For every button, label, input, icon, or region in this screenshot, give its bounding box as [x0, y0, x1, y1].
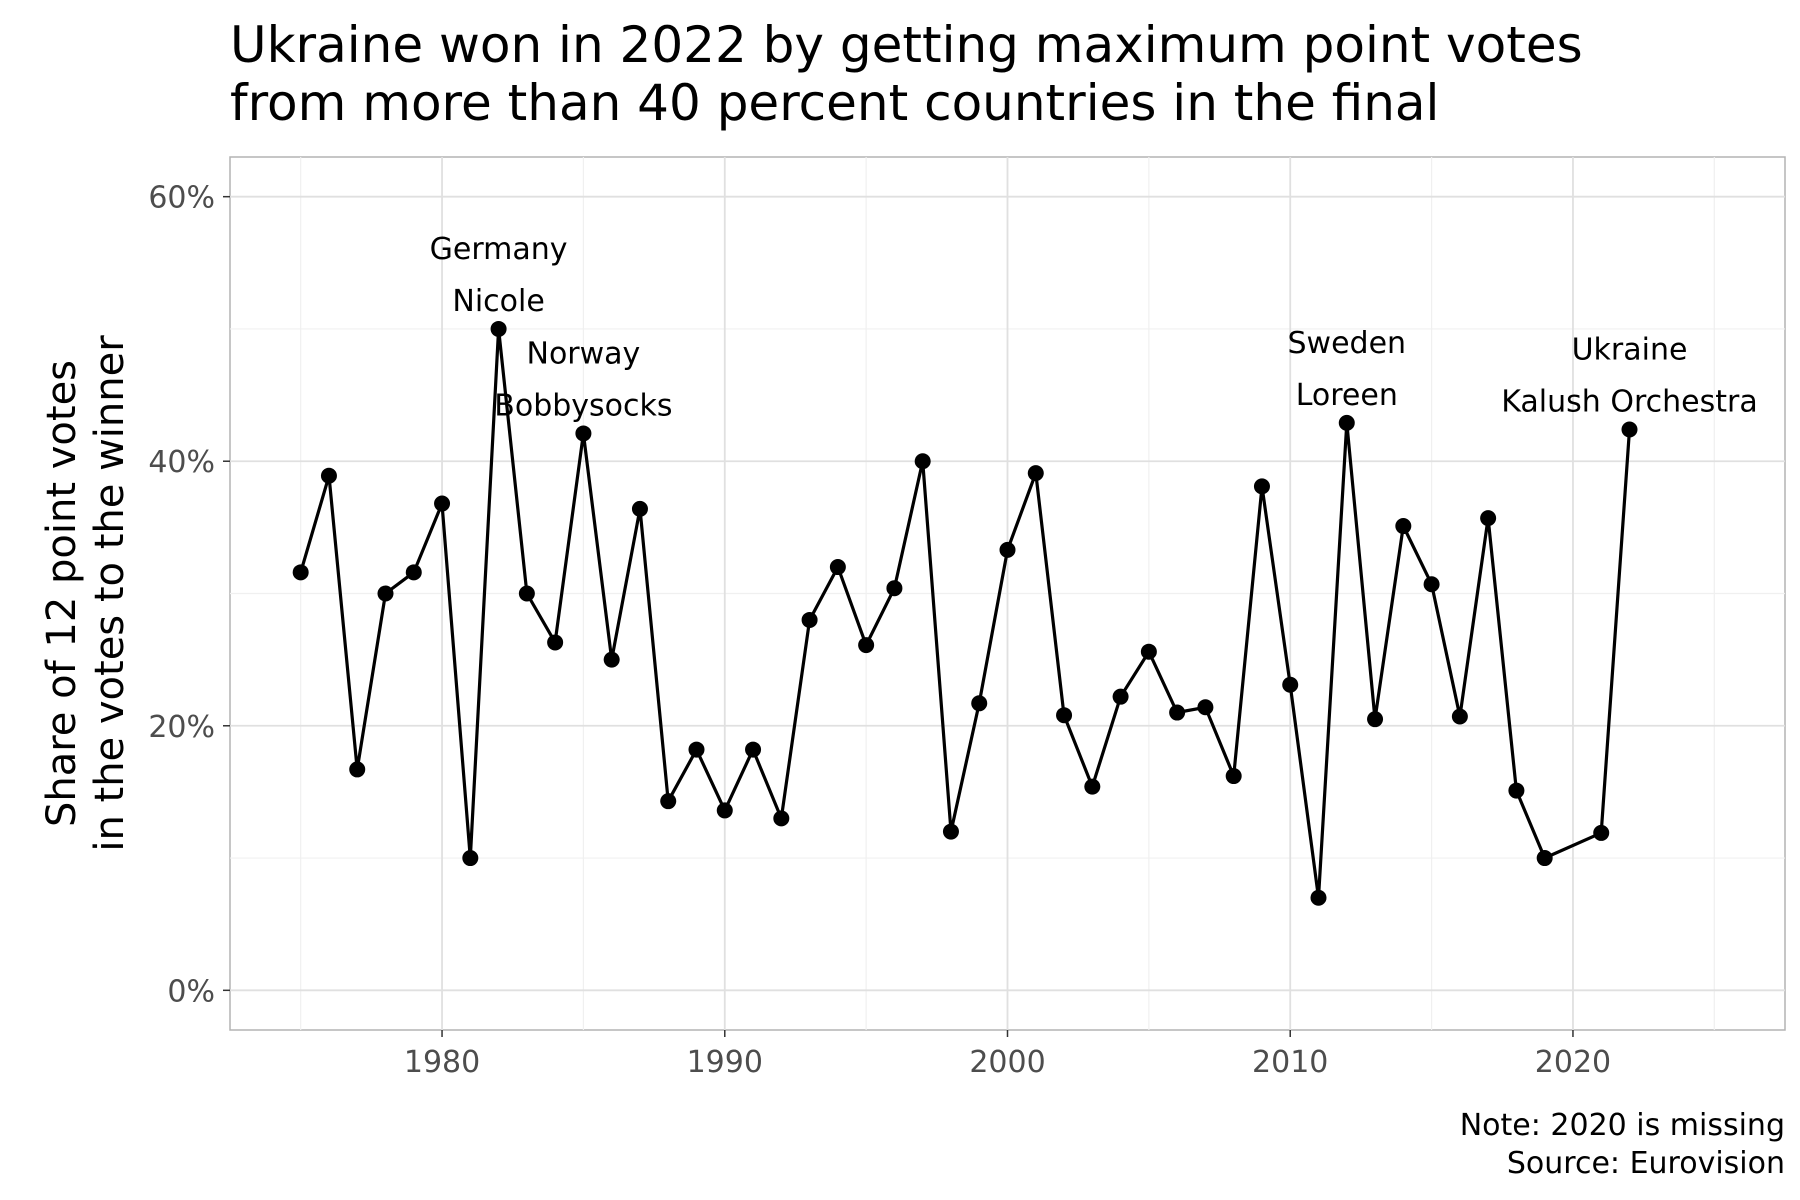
data-point	[1423, 576, 1440, 593]
annotation-label: Nicole	[452, 284, 544, 319]
y-axis-label: Share of 12 point votes in the votes to t…	[39, 335, 133, 852]
data-point	[575, 425, 592, 442]
chart-title-line: from more than 40 percent countries in t…	[230, 74, 1439, 132]
data-point	[773, 810, 790, 827]
data-point	[603, 651, 620, 668]
data-point	[1395, 518, 1412, 535]
data-point	[1593, 824, 1610, 841]
data-point	[377, 585, 394, 602]
y-tick-label: 0%	[167, 974, 215, 1009]
data-point	[1282, 676, 1299, 693]
data-point	[999, 541, 1016, 558]
data-point	[1112, 688, 1129, 705]
x-axis-ticks: 1980 1990 2000 2010 2020	[404, 1030, 1611, 1080]
data-point	[320, 467, 337, 484]
y-tick-label: 60%	[148, 181, 215, 216]
annotation-label: Loreen	[1296, 378, 1398, 413]
y-tick-label: 20%	[148, 710, 215, 745]
data-point	[829, 559, 846, 576]
data-point	[1197, 699, 1214, 716]
annotation-label: Kalush Orchestra	[1501, 384, 1757, 419]
data-point	[858, 637, 875, 654]
data-point	[434, 495, 451, 512]
data-point	[942, 823, 959, 840]
data-point	[1225, 768, 1242, 785]
caption-line: Note: 2020 is missing	[1460, 1108, 1785, 1143]
y-axis-label-line: in the votes to the winner	[87, 335, 133, 852]
data-point	[405, 564, 422, 581]
x-tick-label: 2020	[1535, 1045, 1611, 1080]
annotation-label: Germany	[430, 232, 568, 267]
data-point	[1480, 510, 1497, 527]
data-point	[1536, 850, 1553, 867]
data-point	[745, 741, 762, 758]
data-point	[518, 585, 535, 602]
annotations: Germany Nicole Norway Bobbysocks Sweden Loree…	[430, 232, 1758, 423]
data-point	[490, 320, 507, 337]
data-point	[547, 634, 564, 651]
annotation-label: Norway	[527, 336, 641, 371]
data-point	[292, 564, 309, 581]
caption-line: Source: Eurovision	[1507, 1146, 1785, 1181]
x-tick-label: 1980	[404, 1045, 480, 1080]
data-point	[1310, 889, 1327, 906]
data-point	[1338, 414, 1355, 431]
data-point	[660, 793, 677, 810]
data-point	[1367, 711, 1384, 728]
major-gridlines	[230, 157, 1785, 1030]
y-axis-ticks: 0% 20% 40% 60%	[148, 181, 230, 1009]
chart-title-line: Ukraine won in 2022 by getting maximum p…	[230, 16, 1583, 74]
data-point	[1621, 421, 1638, 438]
data-point	[1253, 478, 1270, 495]
y-tick-label: 40%	[148, 445, 215, 480]
annotation-label: Bobbysocks	[494, 388, 672, 423]
data-point	[462, 850, 479, 867]
data-points	[292, 320, 1638, 906]
data-point	[886, 580, 903, 597]
data-point	[914, 453, 931, 470]
data-point	[631, 500, 648, 517]
data-point	[1056, 707, 1073, 724]
annotation-label: Sweden	[1287, 326, 1406, 361]
data-point	[1140, 643, 1157, 660]
y-axis-label-line: Share of 12 point votes	[39, 360, 85, 827]
data-point	[716, 802, 733, 819]
x-tick-label: 2000	[969, 1045, 1045, 1080]
data-point	[971, 695, 988, 712]
chart-title: Ukraine won in 2022 by getting maximum p…	[230, 16, 1583, 132]
data-point	[349, 761, 366, 778]
annotation-label: Ukraine	[1572, 332, 1688, 367]
x-tick-label: 2010	[1252, 1045, 1328, 1080]
data-point	[1451, 708, 1468, 725]
data-point	[688, 741, 705, 758]
x-tick-label: 1990	[687, 1045, 763, 1080]
data-point	[1508, 782, 1525, 799]
data-point	[1169, 704, 1186, 721]
data-point	[1084, 778, 1101, 795]
data-point	[801, 611, 818, 628]
data-point	[1027, 465, 1044, 482]
